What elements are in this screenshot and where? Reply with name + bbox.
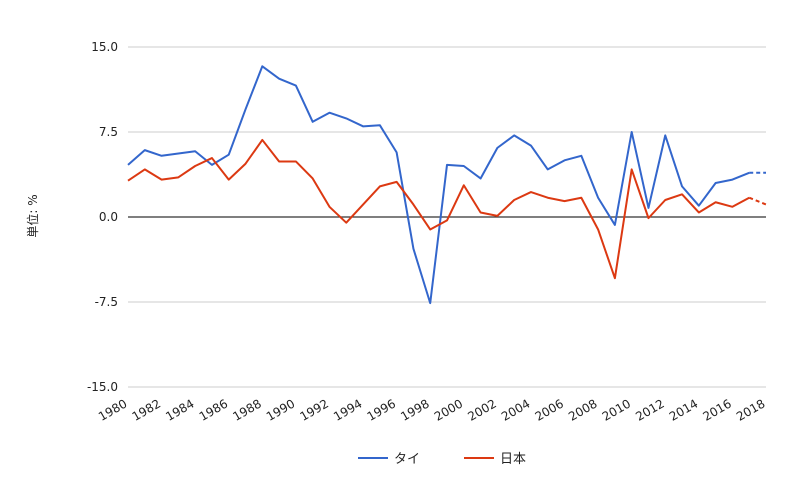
legend-item-0[interactable]: タイ	[358, 452, 420, 467]
y-tick-label: 7.5	[99, 125, 118, 139]
x-tick-label: 2002	[465, 396, 498, 423]
y-tick-label: -15.0	[87, 380, 118, 394]
y-tick-label: -7.5	[95, 295, 118, 309]
series-projection-1	[748, 196, 767, 206]
x-tick-label: 2006	[533, 396, 566, 423]
y-axis-title: 単位: %	[25, 194, 40, 237]
x-tick-label: 1980	[96, 396, 129, 423]
series-line-1	[127, 138, 750, 280]
x-tick-label: 1994	[331, 396, 364, 423]
x-tick-label: 2014	[667, 396, 700, 423]
x-tick-label: 2004	[499, 396, 532, 423]
x-tick-label: 2010	[600, 396, 633, 423]
legend-item-1[interactable]: 日本	[464, 452, 526, 467]
legend-label: 日本	[500, 452, 526, 467]
x-tick-label: 2000	[432, 396, 465, 423]
x-tick-label: 1986	[197, 396, 230, 423]
series-lines	[127, 65, 767, 305]
x-tick-label: 2012	[633, 396, 666, 423]
x-tick-label: 1996	[365, 396, 398, 423]
y-tick-label: 15.0	[91, 40, 118, 54]
grid-lines	[128, 46, 766, 388]
legend-label: タイ	[394, 452, 420, 467]
x-tick-label: 2008	[566, 396, 599, 423]
x-tick-label: 2018	[734, 396, 767, 423]
x-tick-label: 1990	[264, 396, 297, 423]
x-tick-label: 1992	[298, 396, 331, 423]
legend: タイ 日本	[358, 452, 526, 467]
y-tick-label: 0.0	[99, 210, 118, 224]
x-tick-label: 2016	[700, 396, 733, 423]
series-line-0	[127, 65, 750, 305]
x-tick-label: 1998	[398, 396, 431, 423]
x-tick-label: 1988	[230, 396, 263, 423]
x-tick-label: 1984	[163, 396, 196, 423]
x-tick-label: 1982	[130, 396, 163, 423]
